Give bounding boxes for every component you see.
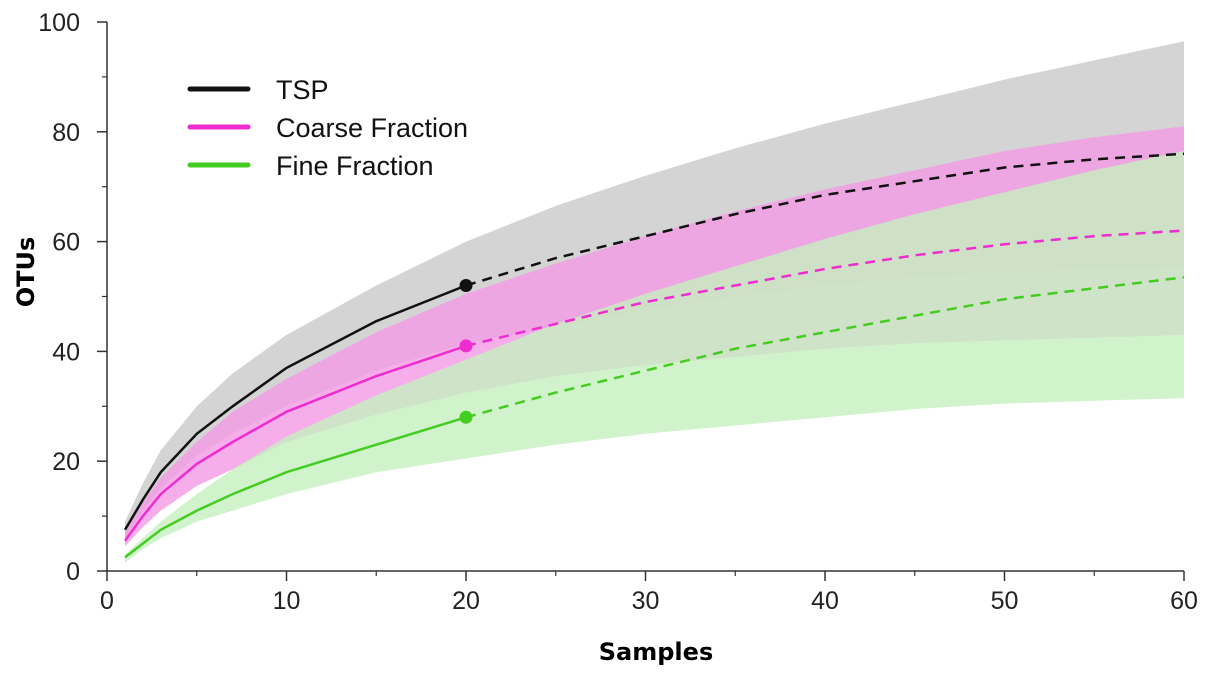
endpoint-tsp xyxy=(459,279,473,293)
x-tick-label: 30 xyxy=(632,587,660,615)
y-tick-label: 0 xyxy=(66,558,80,586)
line-extrapolated-coarse-fraction xyxy=(465,229,1185,348)
line-observed-tsp xyxy=(123,284,467,531)
endpoint-coarse-fraction xyxy=(459,339,473,353)
y-axis-title: OTUs xyxy=(12,237,40,308)
axes xyxy=(97,21,1185,581)
series-lines xyxy=(123,152,1185,559)
line-observed-fine-fraction xyxy=(124,416,467,559)
endpoint-markers xyxy=(459,279,473,424)
x-axis-title: Samples xyxy=(599,638,713,666)
line-extrapolated-fine-fraction xyxy=(465,276,1185,419)
x-tick-label: 40 xyxy=(811,587,839,615)
x-tick-label: 10 xyxy=(273,587,301,615)
line-observed-coarse-fraction xyxy=(123,344,467,542)
y-tick-label: 80 xyxy=(52,119,80,147)
line-extrapolated-tsp xyxy=(465,152,1185,287)
y-tick-label: 20 xyxy=(52,448,80,476)
endpoint-fine-fraction xyxy=(459,410,473,424)
x-tick-label: 60 xyxy=(1170,587,1198,615)
legend-label-coarse-fraction: Coarse Fraction xyxy=(276,113,468,143)
x-tick-label: 50 xyxy=(991,587,1019,615)
y-tick-label: 60 xyxy=(52,229,80,257)
y-tick-label: 100 xyxy=(38,9,80,37)
y-tick-label: 40 xyxy=(52,338,80,366)
x-tick-label: 0 xyxy=(100,587,114,615)
legend-label-fine-fraction: Fine Fraction xyxy=(276,151,434,181)
x-tick-label: 20 xyxy=(452,587,480,615)
legend: TSP Coarse Fraction Fine Fraction xyxy=(187,75,468,181)
tick-labels: 0 10 20 30 40 50 60 0 20 40 60 80 100 xyxy=(38,9,1198,615)
legend-label-tsp: TSP xyxy=(276,75,329,105)
